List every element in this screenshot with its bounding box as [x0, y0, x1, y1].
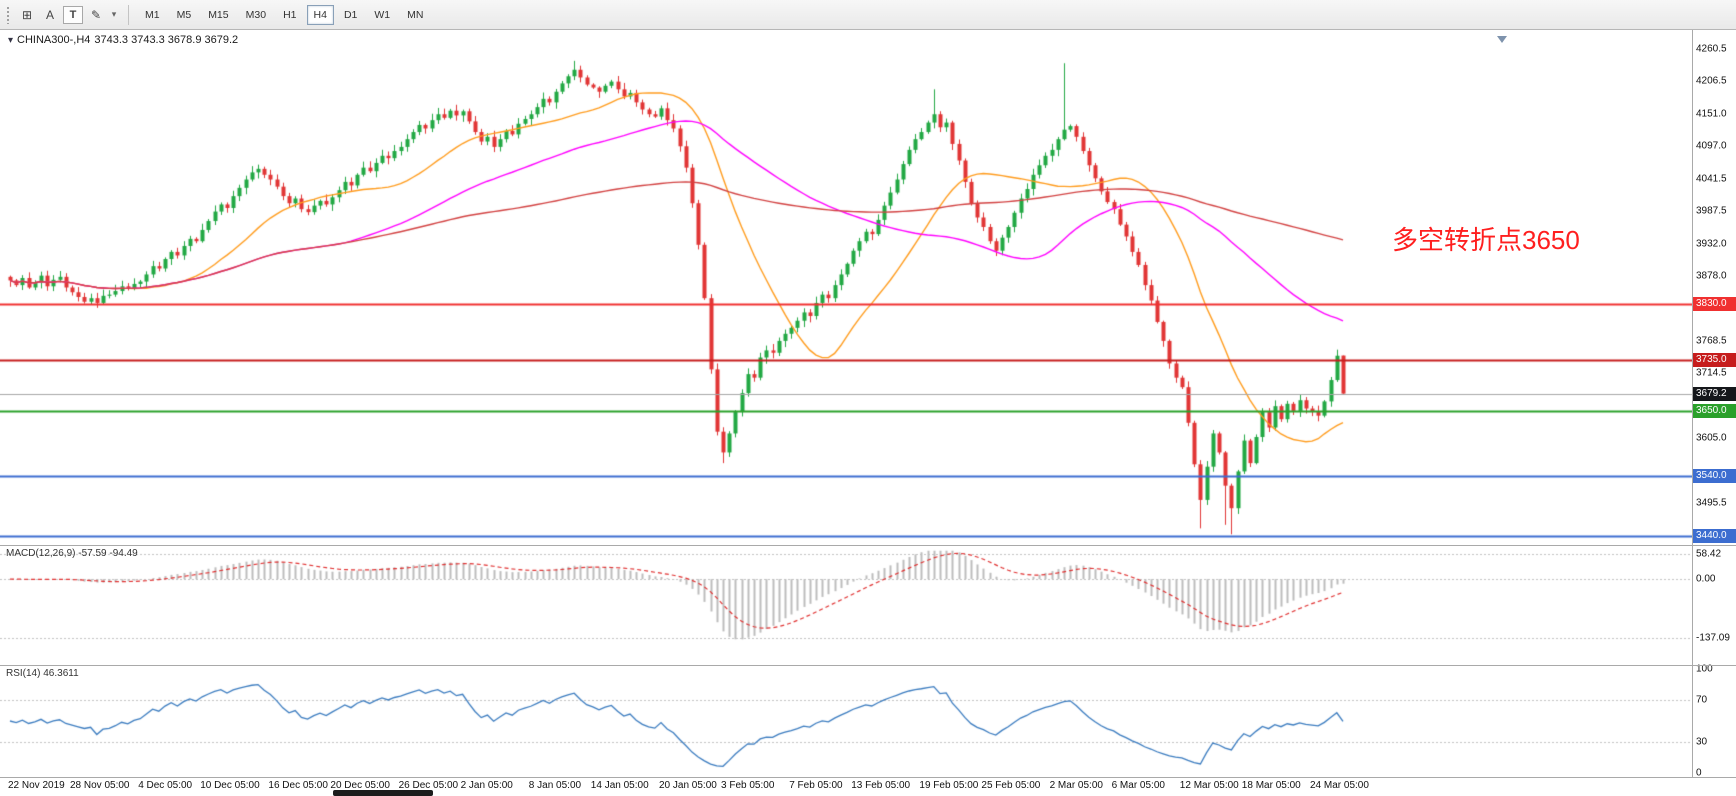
- timeframe-button-m30[interactable]: M30: [239, 5, 273, 25]
- macd-panel-canvas[interactable]: [0, 545, 1692, 665]
- timeframe-button-m15[interactable]: M15: [201, 5, 235, 25]
- text-label-tool-icon[interactable]: A: [40, 5, 60, 25]
- price-tick: 3878.0: [1696, 270, 1727, 282]
- chart-menu-icon[interactable]: ▾: [8, 35, 14, 46]
- time-label: 13 Feb 05:00: [851, 780, 911, 791]
- time-axis-divider: [0, 777, 1736, 778]
- rsi-axis-tick: 100: [1696, 663, 1713, 675]
- draw-tool-caret-icon[interactable]: ▾: [109, 5, 119, 25]
- price-tick: 4151.0: [1696, 108, 1727, 120]
- macd-axis-tick: 0.00: [1696, 573, 1716, 585]
- chart-ohlc-values: 3743.3 3743.3 3678.9 3679.2: [94, 34, 239, 46]
- time-label: 8 Jan 05:00: [528, 780, 582, 791]
- price-tick: 4097.0: [1696, 140, 1727, 152]
- price-tick: 3987.5: [1696, 205, 1727, 217]
- timeframe-button-m1[interactable]: M1: [138, 5, 167, 25]
- toolbar: ⊞ A T ✎ ▾ M1 M5 M15 M30 H1 H4 D1 W1 MN: [0, 0, 1736, 30]
- macd-panel-divider[interactable]: [0, 545, 1736, 546]
- time-label: 6 Mar 05:00: [1111, 780, 1165, 791]
- draw-tool-icon[interactable]: ✎: [86, 5, 106, 25]
- macd-axis-tick: -137.09: [1696, 632, 1730, 644]
- price-tick: 3932.0: [1696, 238, 1727, 250]
- price-tag-3679.2: 3679.2: [1693, 386, 1736, 401]
- time-label: 2 Mar 05:00: [1049, 780, 1103, 791]
- price-axis[interactable]: 4260.5 4206.5 4151.0 4097.0 4041.5 3987.5 3932…: [1692, 30, 1736, 779]
- drawing-tools-group: ⊞ A T ✎ ▾: [17, 5, 119, 25]
- chart-area[interactable]: ▾ CHINA300-,H4 3743.3 3743.3 3678.9 3679.2…: [0, 30, 1736, 796]
- chart-annotation-text: 多空转折点3650: [1392, 225, 1580, 255]
- timeframe-buttons-group: M1 M5 M15 M30 H1 H4 D1 W1 MN: [138, 4, 430, 25]
- time-label: 26 Dec 05:00: [398, 780, 459, 791]
- chart-shift-marker-icon[interactable]: [1497, 36, 1507, 43]
- price-tag-3440.0: 3440.0: [1693, 528, 1736, 543]
- timeframe-button-m5[interactable]: M5: [170, 5, 199, 25]
- rsi-panel-canvas[interactable]: [0, 665, 1692, 777]
- rsi-panel-divider[interactable]: [0, 665, 1736, 666]
- time-label: 22 Nov 2019: [8, 780, 65, 791]
- time-axis[interactable]: 22 Nov 2019 28 Nov 05:00 4 Dec 05:00 10 Dec…: [0, 777, 1736, 796]
- price-tick: 4260.5: [1696, 43, 1727, 55]
- time-label: 20 Jan 05:00: [659, 780, 717, 791]
- time-label: 28 Nov 05:00: [70, 780, 130, 791]
- time-label: 10 Dec 05:00: [200, 780, 260, 791]
- time-label: 18 Mar 05:00: [1241, 780, 1301, 791]
- chart-symbol-period: CHINA300-,H4: [17, 34, 91, 46]
- time-label: 19 Feb 05:00: [919, 780, 979, 791]
- macd-indicator-label: MACD(12,26,9) -57.59 -94.49: [6, 548, 138, 559]
- timeframe-button-h1[interactable]: H1: [276, 5, 303, 25]
- time-label: 3 Feb 05:00: [721, 780, 775, 791]
- time-label: 2 Jan 05:00: [460, 780, 513, 791]
- timeframe-button-d1[interactable]: D1: [337, 5, 364, 25]
- price-tag-3540.0: 3540.0: [1693, 469, 1736, 484]
- time-label: 12 Mar 05:00: [1179, 780, 1239, 791]
- timeframe-button-w1[interactable]: W1: [367, 5, 397, 25]
- time-label: 14 Jan 05:00: [590, 780, 649, 791]
- price-tick: 3768.5: [1696, 335, 1727, 347]
- time-label: 7 Feb 05:00: [789, 780, 843, 791]
- price-tick: 3495.5: [1696, 497, 1727, 509]
- timeframe-button-h4[interactable]: H4: [306, 4, 334, 25]
- price-tick: 4041.5: [1696, 173, 1727, 185]
- price-chart-canvas[interactable]: [0, 30, 1692, 545]
- rsi-axis-tick: 70: [1696, 694, 1708, 706]
- rsi-axis-tick: 30: [1696, 736, 1708, 748]
- time-label: 24 Mar 05:00: [1310, 780, 1369, 791]
- timeframe-button-mn[interactable]: MN: [400, 5, 430, 25]
- text-box-tool-icon[interactable]: T: [63, 5, 83, 24]
- rsi-indicator-label: RSI(14) 46.3611: [6, 668, 79, 679]
- toolbar-grip[interactable]: [6, 5, 11, 24]
- time-label: 4 Dec 05:00: [138, 780, 193, 791]
- price-tag-3650.0: 3650.0: [1693, 403, 1736, 418]
- time-label: 20 Dec 05:00: [330, 780, 390, 791]
- chart-title: ▾ CHINA300-,H4 3743.3 3743.3 3678.9 3679.2: [8, 34, 242, 46]
- time-label: 25 Feb 05:00: [981, 780, 1041, 791]
- price-tag-3735.0: 3735.0: [1693, 353, 1736, 368]
- price-tag-3830.0: 3830.0: [1693, 297, 1736, 312]
- toolbar-separator: [128, 4, 129, 25]
- horizontal-scrollbar-thumb[interactable]: [333, 790, 433, 796]
- rsi-axis-tick: 0: [1696, 767, 1702, 779]
- price-tick: 4206.5: [1696, 75, 1727, 87]
- time-label: 16 Dec 05:00: [268, 780, 328, 791]
- price-tick: 3605.0: [1696, 432, 1727, 444]
- price-tick: 3714.5: [1696, 367, 1727, 379]
- macd-axis-tick: 58.42: [1696, 548, 1722, 560]
- grid-tool-icon[interactable]: ⊞: [17, 5, 37, 25]
